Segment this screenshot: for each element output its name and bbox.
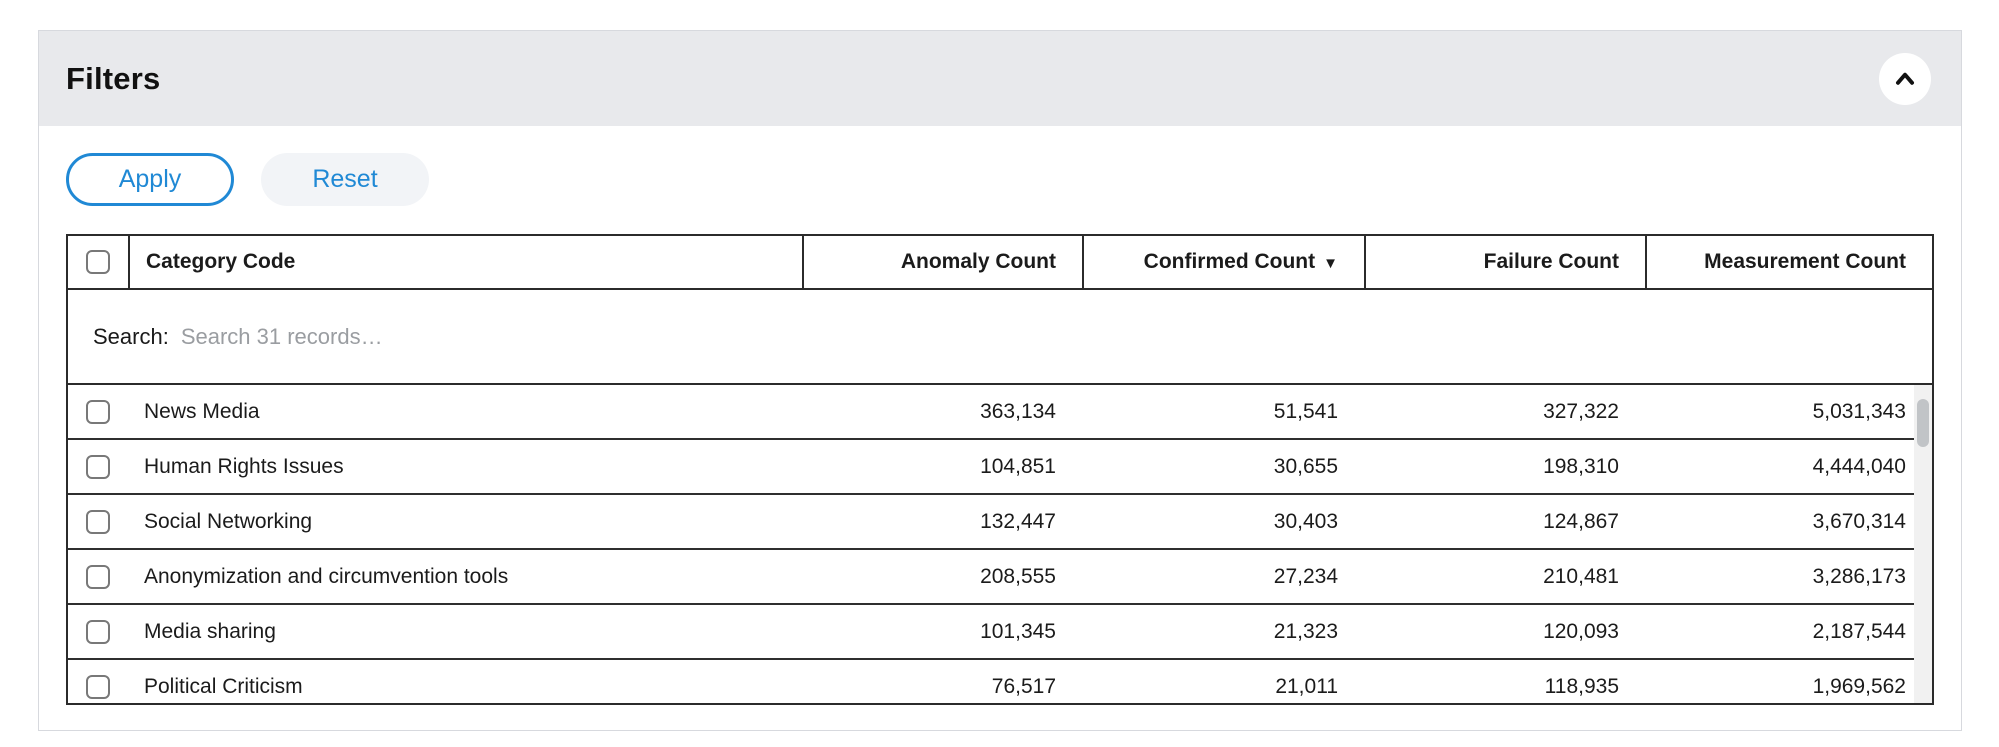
confirmed-count-cell: 21,323	[1273, 619, 1338, 643]
measurement-count-cell: 3,670,314	[1812, 509, 1906, 533]
filters-panel-header: Filters	[39, 31, 1961, 126]
measurement-count-cell: 5,031,343	[1812, 399, 1906, 423]
table-rows-viewport: News Media 363,134 51,541 327,322 5,031,343 H…	[68, 385, 1932, 703]
table-row: Anonymization and circumvention tools 208…	[68, 550, 1932, 605]
table-rows: News Media 363,134 51,541 327,322 5,031,343 H…	[68, 385, 1932, 703]
row-checkbox-cell	[68, 605, 128, 658]
anomaly-count-cell: 208,555	[980, 564, 1056, 588]
table-header-row: Category Code Anomaly Count Confirmed Co…	[68, 236, 1932, 290]
failure-count-cell: 198,310	[1543, 454, 1619, 478]
table-row: Human Rights Issues 104,851 30,655 198,310 4…	[68, 440, 1932, 495]
collapse-panel-button[interactable]	[1879, 52, 1931, 105]
measurement-count-cell: 4,444,040	[1812, 454, 1906, 478]
confirmed-count-cell: 30,655	[1273, 454, 1338, 478]
row-checkbox-cell	[68, 660, 128, 703]
row-checkbox-cell	[68, 550, 128, 603]
confirmed-count-cell: 27,234	[1273, 564, 1338, 588]
anomaly-count-cell: 132,447	[980, 509, 1056, 533]
chevron-up-icon	[1892, 66, 1918, 92]
confirmed-count-cell: 30,403	[1273, 509, 1338, 533]
row-checkbox-cell	[68, 440, 128, 493]
reset-button[interactable]: Reset	[261, 153, 429, 206]
confirmed-count-cell: 51,541	[1273, 399, 1338, 423]
column-header-failure-count[interactable]: Failure Count	[1364, 236, 1645, 288]
column-header-anomaly-count[interactable]: Anomaly Count	[802, 236, 1082, 288]
scrollbar-thumb[interactable]	[1917, 399, 1929, 447]
table-search-row: Search:	[68, 290, 1932, 385]
category-cell[interactable]: Social Networking	[144, 509, 313, 533]
anomaly-count-cell: 104,851	[980, 454, 1056, 478]
row-checkbox-cell	[68, 385, 128, 438]
failure-count-cell: 118,935	[1544, 674, 1619, 698]
column-header-confirmed-count[interactable]: Confirmed Count ▼	[1082, 236, 1364, 288]
sort-desc-icon: ▼	[1323, 254, 1338, 272]
anomaly-count-cell: 363,134	[980, 399, 1056, 423]
apply-button[interactable]: Apply	[66, 153, 234, 206]
category-table: Category Code Anomaly Count Confirmed Co…	[66, 234, 1934, 705]
table-row: Social Networking 132,447 30,403 124,867 3,6…	[68, 495, 1932, 550]
filters-panel: Filters Apply Reset Category Code	[38, 30, 1962, 731]
failure-count-cell: 124,867	[1543, 509, 1619, 533]
table-row: News Media 363,134 51,541 327,322 5,031,343	[68, 385, 1932, 440]
table-row: Media sharing 101,345 21,323 120,093 2,187,5…	[68, 605, 1932, 660]
category-cell[interactable]: Human Rights Issues	[144, 454, 344, 478]
column-header-category-code[interactable]: Category Code	[128, 236, 802, 288]
filters-panel-body: Apply Reset Category Code Anomaly Count …	[39, 126, 1961, 732]
measurement-count-cell: 2,187,544	[1812, 619, 1906, 643]
row-checkbox[interactable]	[86, 619, 110, 644]
row-checkbox[interactable]	[86, 509, 110, 534]
select-all-checkbox[interactable]	[86, 250, 110, 274]
vertical-scrollbar[interactable]	[1914, 385, 1932, 703]
failure-count-cell: 210,481	[1543, 564, 1619, 588]
failure-count-cell: 120,093	[1543, 619, 1619, 643]
search-label: Search:	[93, 323, 169, 349]
row-checkbox-cell	[68, 495, 128, 548]
category-cell[interactable]: Political Criticism	[144, 674, 303, 698]
header-checkbox-cell	[68, 236, 128, 288]
category-cell[interactable]: Media sharing	[144, 619, 276, 643]
page-title: Filters	[66, 60, 161, 96]
row-checkbox[interactable]	[86, 399, 110, 424]
row-checkbox[interactable]	[86, 454, 110, 479]
table-row: Political Criticism 76,517 21,011 118,935 1,…	[68, 660, 1932, 703]
anomaly-count-cell: 76,517	[991, 674, 1056, 698]
confirmed-count-cell: 21,011	[1275, 674, 1338, 698]
search-input[interactable]	[180, 323, 1932, 350]
row-checkbox[interactable]	[86, 674, 110, 699]
measurement-count-cell: 1,969,562	[1812, 674, 1906, 698]
filter-actions: Apply Reset	[66, 153, 1934, 206]
row-checkbox[interactable]	[86, 564, 110, 589]
column-header-measurement-count[interactable]: Measurement Count	[1645, 236, 1932, 288]
failure-count-cell: 327,322	[1543, 399, 1619, 423]
measurement-count-cell: 3,286,173	[1812, 564, 1906, 588]
category-cell[interactable]: Anonymization and circumvention tools	[144, 564, 509, 588]
anomaly-count-cell: 101,345	[980, 619, 1056, 643]
category-cell[interactable]: News Media	[144, 399, 260, 423]
